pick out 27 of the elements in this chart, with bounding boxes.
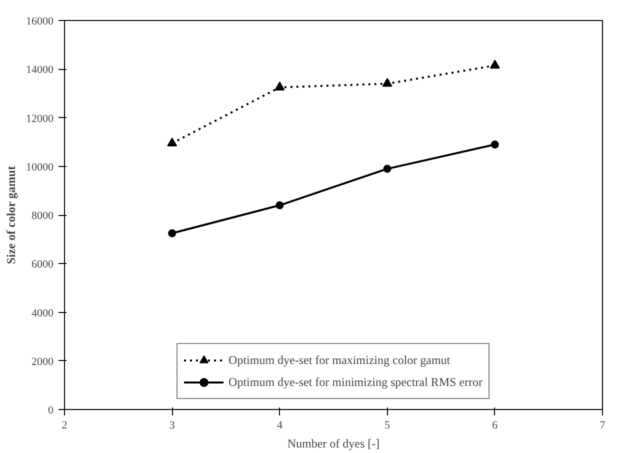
point: [276, 201, 284, 210]
y-tick-label: 16000: [26, 16, 54, 28]
y-axis-title: Size of color gamut: [4, 166, 18, 264]
point: [490, 60, 500, 69]
x-tick-label: 5: [384, 420, 391, 432]
legend-label: Optimum dye-set for maximizing color gamut: [228, 352, 450, 368]
x-tick-label: 4: [276, 420, 283, 432]
point: [167, 138, 178, 146]
x-tick-label: 7: [600, 420, 606, 432]
y-tick-label: 0: [48, 404, 54, 416]
y-tick-label: 8000: [32, 210, 54, 222]
point: [168, 229, 176, 238]
x-tick-label: 2: [62, 420, 68, 432]
legend-label: Optimum dye-set for minimizing spectral RMS error: [228, 374, 482, 390]
point: [383, 164, 392, 173]
x-tick-label: 6: [492, 420, 498, 432]
x-axis-title: Number of dyes [-]: [287, 436, 380, 450]
y-tick-label: 10000: [26, 161, 54, 174]
y-tick-label: 12000: [26, 112, 54, 125]
y-tick-label: 6000: [32, 258, 54, 271]
x-tick-label: 3: [169, 420, 176, 432]
point: [382, 78, 392, 87]
y-tick-label: 2000: [32, 356, 54, 368]
point: [274, 82, 285, 90]
y-tick-label: 14000: [26, 64, 54, 76]
point: [490, 140, 499, 148]
y-tick-label: 4000: [32, 307, 54, 320]
